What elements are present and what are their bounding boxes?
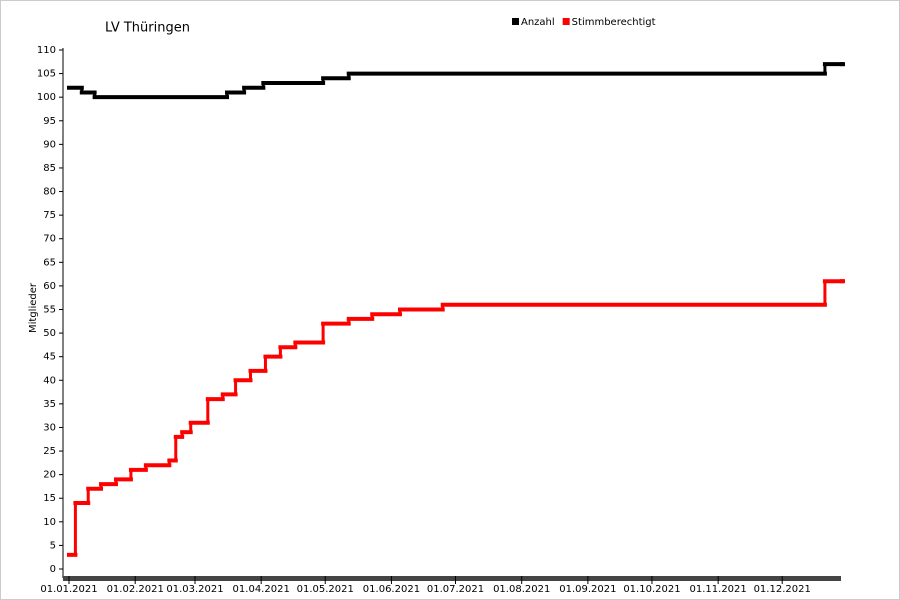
y-tick-label: 75 xyxy=(43,210,56,221)
x-tick-label: 01.11.2021 xyxy=(690,584,747,595)
y-axis-label: Mitglieder xyxy=(28,282,39,333)
x-tick-label: 01.08.2021 xyxy=(493,584,550,595)
legend-label: Anzahl xyxy=(521,17,555,28)
y-tick-label: 25 xyxy=(43,446,56,457)
y-tick-label: 5 xyxy=(50,540,56,551)
y-tick-label: 55 xyxy=(43,305,56,316)
y-tick-label: 15 xyxy=(43,493,56,504)
chart-title: LV Thüringen xyxy=(105,21,190,36)
x-tick-label: 01.03.2021 xyxy=(166,584,223,595)
y-tick-label: 40 xyxy=(43,375,56,386)
y-tick-label: 105 xyxy=(37,69,56,80)
x-tick-label: 01.12.2021 xyxy=(754,584,811,595)
legend-label: Stimmberechtigt xyxy=(572,17,656,28)
legend-swatch xyxy=(562,18,570,25)
y-tick-label: 85 xyxy=(43,163,56,174)
y-tick-label: 60 xyxy=(43,281,56,292)
y-tick-label: 0 xyxy=(50,564,56,575)
y-tick-label: 100 xyxy=(37,92,56,103)
x-tick-label: 01.01.2021 xyxy=(40,584,97,595)
x-tick-label: 01.10.2021 xyxy=(623,584,680,595)
x-tick-label: 01.07.2021 xyxy=(427,584,484,595)
y-tick-label: 45 xyxy=(43,352,56,363)
x-tick-label: 01.06.2021 xyxy=(363,584,420,595)
y-tick-label: 95 xyxy=(43,116,56,127)
y-tick-label: 110 xyxy=(37,45,56,56)
x-tick-label: 01.02.2021 xyxy=(107,584,164,595)
y-tick-label: 65 xyxy=(43,257,56,268)
x-tick-label: 01.04.2021 xyxy=(233,584,290,595)
y-tick-label: 90 xyxy=(43,139,56,150)
x-tick-label: 01.09.2021 xyxy=(559,584,616,595)
y-tick-label: 10 xyxy=(43,517,56,528)
y-tick-label: 50 xyxy=(43,328,56,339)
x-tick-label: 01.05.2021 xyxy=(297,584,354,595)
y-tick-label: 30 xyxy=(43,422,56,433)
y-tick-label: 35 xyxy=(43,399,56,410)
y-tick-label: 20 xyxy=(43,470,56,481)
x-axis-ticks-band xyxy=(63,576,841,581)
legend-swatch xyxy=(512,18,519,25)
y-tick-label: 70 xyxy=(43,234,56,245)
y-tick-label: 80 xyxy=(43,187,56,198)
